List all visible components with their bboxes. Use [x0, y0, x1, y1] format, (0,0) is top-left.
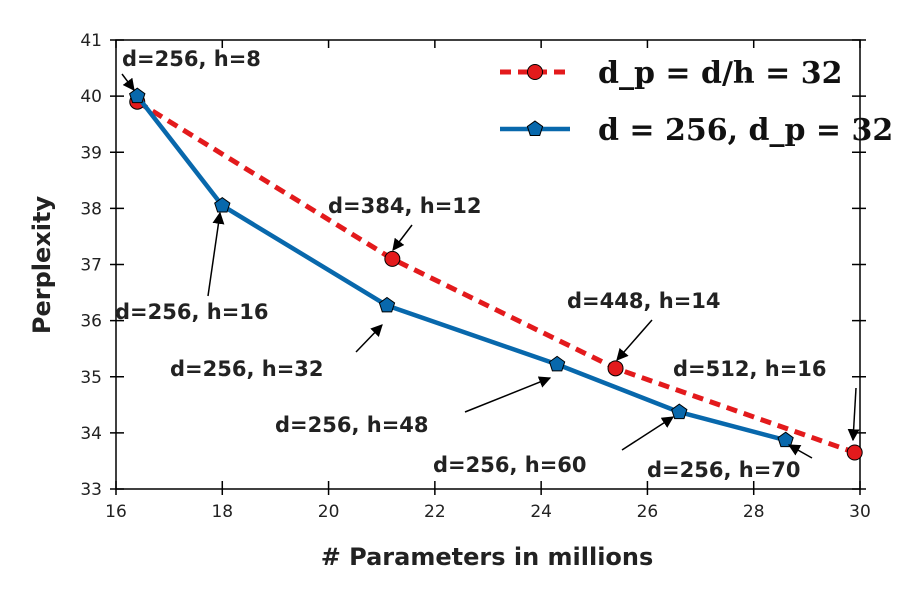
x-tick-label: 28: [743, 502, 765, 522]
annotation-label: d=512, h=16: [673, 357, 827, 381]
data-point-1-5: [777, 431, 794, 448]
annotation-2: d=384, h=12: [328, 194, 482, 251]
y-tick-label: 36: [80, 312, 102, 332]
annotation-arrow: [787, 444, 813, 459]
annotation-arrow: [121, 73, 135, 91]
y-tick-label: 39: [80, 143, 102, 163]
annotation-1: d=256, h=16: [115, 211, 269, 324]
legend-label-1: d = 256, d_p = 32: [598, 113, 893, 148]
annotation-7: d=256, h=60: [433, 416, 675, 477]
axes: 16 18 20 22 24 26 28 30 33 34 35 36 37 38 39 40 41: [80, 31, 870, 522]
x-tick-label: 18: [211, 502, 233, 522]
legend-entry-0: d_p = d/h = 32: [500, 56, 843, 91]
annotation-label: d=448, h=14: [567, 289, 721, 313]
plot-frame: [115, 39, 861, 490]
annotation-5: d=256, h=48: [275, 376, 552, 437]
x-tick-label: 26: [637, 502, 659, 522]
legend-marker-0: [527, 64, 543, 80]
annotation-0: d=256, h=8: [121, 47, 261, 91]
y-tick-label: 33: [80, 480, 102, 500]
data-point-0-2: [607, 360, 624, 377]
annotation-arrow: [355, 324, 383, 353]
legend-marker-1: [526, 120, 544, 136]
series-line-0: [135, 99, 856, 455]
annotation-label: d=256, h=48: [275, 413, 429, 437]
annotation-label: d=256, h=60: [433, 453, 587, 477]
annotation-arrow: [464, 376, 552, 413]
legend: d_p = d/h = 32 d = 256, d_p = 32: [500, 56, 893, 148]
y-axis-label: Perplexity: [28, 196, 56, 335]
annotations-layer: d=256, h=8 d=256, h=16 d=384, h=12 d=256, h…: [115, 47, 860, 482]
data-point-1-4: [671, 403, 688, 420]
annotation-3: d=256, h=32: [170, 324, 383, 381]
series-line-1: [135, 94, 787, 443]
annotation-label: d=256, h=70: [647, 458, 801, 482]
x-tick-label: 16: [105, 502, 127, 522]
data-point-1-0: [129, 87, 146, 104]
x-tick-label: 22: [424, 502, 446, 522]
annotation-arrow: [392, 224, 413, 251]
y-tick-label: 38: [80, 199, 102, 219]
legend-entry-1: d = 256, d_p = 32: [500, 113, 893, 148]
series-0: [129, 93, 863, 461]
annotation-arrow: [207, 211, 225, 297]
annotation-label: d=384, h=12: [328, 194, 482, 218]
y-tick-label: 37: [80, 256, 102, 276]
annotation-arrow: [621, 416, 675, 451]
y-tick-label: 35: [80, 368, 102, 388]
annotation-label: d=256, h=32: [170, 357, 324, 381]
y-tick-label: 41: [80, 31, 102, 51]
annotation-label: d=256, h=16: [115, 300, 269, 324]
x-tick-label: 30: [849, 502, 871, 522]
y-tick-label: 40: [80, 87, 102, 107]
x-axis-label: # Parameters in millions: [321, 543, 654, 571]
annotation-8: d=256, h=70: [647, 444, 813, 482]
annotation-4: d=448, h=14: [567, 289, 721, 361]
series-1: [129, 87, 794, 448]
x-tick-label: 24: [530, 502, 552, 522]
legend-label-0: d_p = d/h = 32: [598, 56, 843, 91]
data-point-1-2: [378, 296, 396, 313]
data-point-0-3: [846, 444, 863, 461]
annotation-label: d=256, h=8: [122, 47, 261, 71]
x-tick-label: 20: [318, 502, 340, 522]
y-tick-label: 34: [80, 424, 102, 444]
data-point-1-3: [548, 355, 566, 372]
data-point-0-1: [384, 250, 401, 267]
series-layer: [129, 87, 863, 461]
annotation-arrow: [616, 319, 653, 361]
annotation-arrow: [847, 387, 860, 442]
annotation-6: d=512, h=16: [673, 357, 860, 442]
